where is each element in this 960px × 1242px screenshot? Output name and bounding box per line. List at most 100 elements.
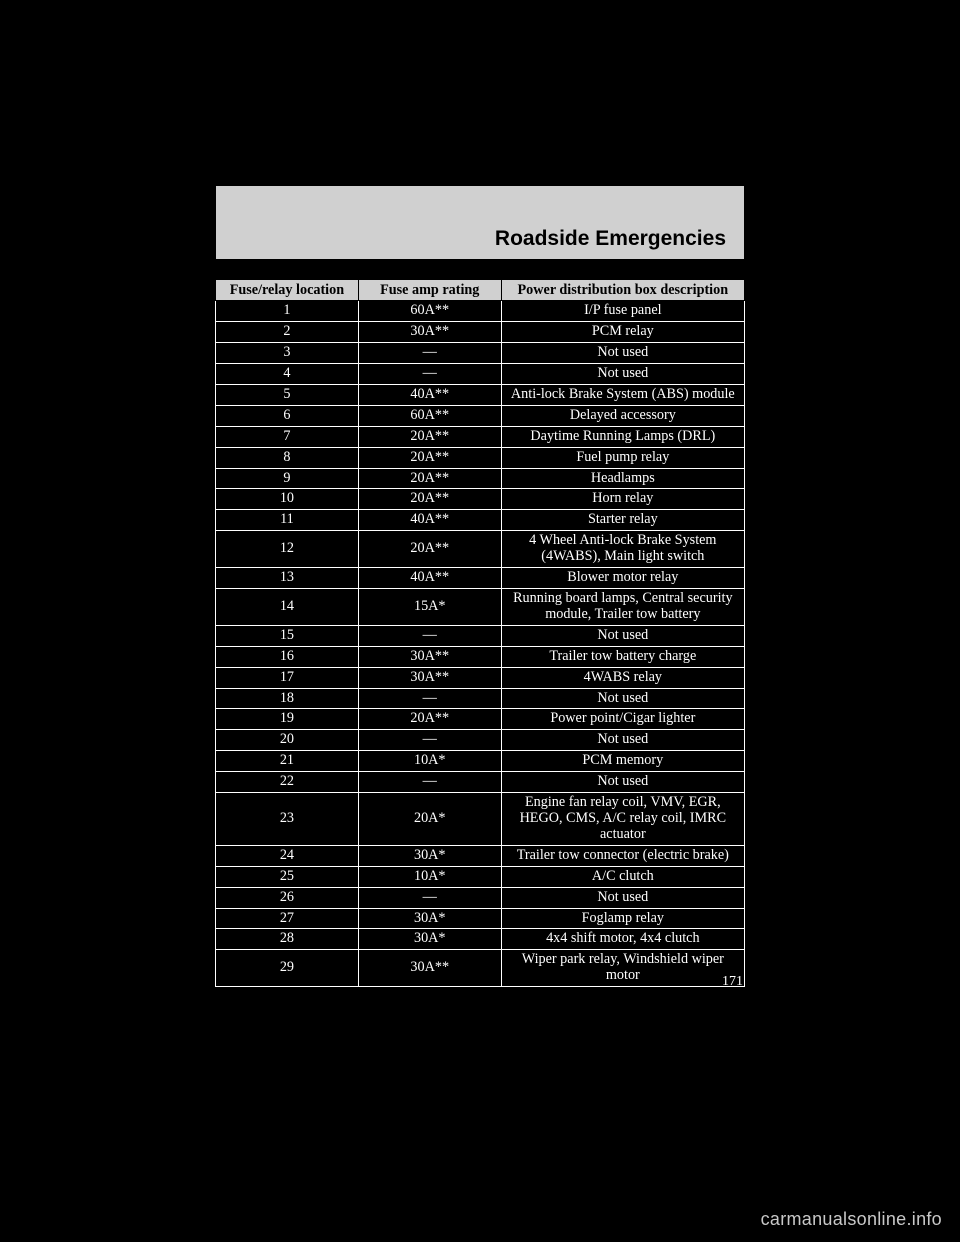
- cell-desc: PCM memory: [501, 751, 744, 772]
- table-row: 20—Not used: [216, 730, 745, 751]
- cell-location: 6: [216, 405, 359, 426]
- cell-location: 2: [216, 322, 359, 343]
- cell-desc: Anti-lock Brake System (ABS) module: [501, 384, 744, 405]
- cell-location: 22: [216, 772, 359, 793]
- cell-location: 23: [216, 793, 359, 846]
- cell-location: 11: [216, 510, 359, 531]
- table-row: 18—Not used: [216, 688, 745, 709]
- cell-amp: 30A*: [358, 845, 501, 866]
- cell-amp: 30A**: [358, 950, 501, 987]
- cell-location: 4: [216, 364, 359, 385]
- table-row: 1140A**Starter relay: [216, 510, 745, 531]
- table-row: 2730A*Foglamp relay: [216, 908, 745, 929]
- cell-desc: Not used: [501, 730, 744, 751]
- page-number: 171: [722, 974, 743, 990]
- table-row: 1415A*Running board lamps, Central secur…: [216, 589, 745, 626]
- cell-location: 24: [216, 845, 359, 866]
- cell-desc: Engine fan relay coil, VMV, EGR, HEGO, C…: [501, 793, 744, 846]
- cell-amp: —: [358, 887, 501, 908]
- section-header: Roadside Emergencies: [215, 185, 745, 260]
- header-desc: Power distribution box description: [501, 280, 744, 301]
- cell-location: 14: [216, 589, 359, 626]
- cell-location: 28: [216, 929, 359, 950]
- table-row: 720A**Daytime Running Lamps (DRL): [216, 426, 745, 447]
- cell-amp: 40A**: [358, 568, 501, 589]
- cell-desc: Not used: [501, 364, 744, 385]
- cell-amp: 20A**: [358, 531, 501, 568]
- cell-location: 26: [216, 887, 359, 908]
- cell-desc: Daytime Running Lamps (DRL): [501, 426, 744, 447]
- header-amp: Fuse amp rating: [358, 280, 501, 301]
- cell-location: 20: [216, 730, 359, 751]
- cell-desc: Blower motor relay: [501, 568, 744, 589]
- cell-amp: —: [358, 688, 501, 709]
- table-row: 2930A**Wiper park relay, Windshield wipe…: [216, 950, 745, 987]
- table-row: 820A**Fuel pump relay: [216, 447, 745, 468]
- cell-amp: 30A*: [358, 929, 501, 950]
- cell-amp: 40A**: [358, 384, 501, 405]
- cell-desc: A/C clutch: [501, 866, 744, 887]
- cell-amp: 20A**: [358, 709, 501, 730]
- table-row: 2830A*4x4 shift motor, 4x4 clutch: [216, 929, 745, 950]
- cell-amp: 60A**: [358, 301, 501, 322]
- cell-desc: Starter relay: [501, 510, 744, 531]
- cell-amp: —: [358, 343, 501, 364]
- cell-location: 9: [216, 468, 359, 489]
- watermark: carmanualsonline.info: [761, 1209, 942, 1230]
- cell-location: 16: [216, 646, 359, 667]
- table-row: 15—Not used: [216, 625, 745, 646]
- cell-desc: Foglamp relay: [501, 908, 744, 929]
- table-row: 920A**Headlamps: [216, 468, 745, 489]
- table-row: 2320A*Engine fan relay coil, VMV, EGR, H…: [216, 793, 745, 846]
- cell-desc: Not used: [501, 772, 744, 793]
- cell-desc: Horn relay: [501, 489, 744, 510]
- table-row: 26—Not used: [216, 887, 745, 908]
- cell-location: 19: [216, 709, 359, 730]
- cell-amp: 10A*: [358, 751, 501, 772]
- cell-amp: 20A**: [358, 468, 501, 489]
- table-row: 2430A*Trailer tow connector (electric br…: [216, 845, 745, 866]
- cell-desc: Not used: [501, 343, 744, 364]
- table-row: 660A**Delayed accessory: [216, 405, 745, 426]
- cell-location: 13: [216, 568, 359, 589]
- cell-amp: 10A*: [358, 866, 501, 887]
- cell-desc: Trailer tow battery charge: [501, 646, 744, 667]
- cell-location: 7: [216, 426, 359, 447]
- table-row: 4—Not used: [216, 364, 745, 385]
- cell-location: 5: [216, 384, 359, 405]
- cell-amp: —: [358, 772, 501, 793]
- cell-desc: Headlamps: [501, 468, 744, 489]
- table-row: 1730A**4WABS relay: [216, 667, 745, 688]
- cell-location: 18: [216, 688, 359, 709]
- table-row: 230A**PCM relay: [216, 322, 745, 343]
- cell-amp: 30A*: [358, 908, 501, 929]
- cell-desc: I/P fuse panel: [501, 301, 744, 322]
- cell-desc: 4x4 shift motor, 4x4 clutch: [501, 929, 744, 950]
- table-row: 22—Not used: [216, 772, 745, 793]
- cell-location: 27: [216, 908, 359, 929]
- table-row: 1220A**4 Wheel Anti-lock Brake System (4…: [216, 531, 745, 568]
- cell-location: 25: [216, 866, 359, 887]
- cell-desc: Trailer tow connector (electric brake): [501, 845, 744, 866]
- cell-desc: Fuel pump relay: [501, 447, 744, 468]
- cell-amp: 30A**: [358, 667, 501, 688]
- table-header-row: Fuse/relay location Fuse amp rating Powe…: [216, 280, 745, 301]
- table-row: 540A**Anti-lock Brake System (ABS) modul…: [216, 384, 745, 405]
- cell-desc: Wiper park relay, Windshield wiper motor: [501, 950, 744, 987]
- table-row: 1020A**Horn relay: [216, 489, 745, 510]
- table-row: 2110A*PCM memory: [216, 751, 745, 772]
- table-row: 1340A**Blower motor relay: [216, 568, 745, 589]
- cell-location: 15: [216, 625, 359, 646]
- table-row: 160A**I/P fuse panel: [216, 301, 745, 322]
- fuse-table: Fuse/relay location Fuse amp rating Powe…: [215, 279, 745, 987]
- cell-amp: 20A**: [358, 447, 501, 468]
- cell-desc: Not used: [501, 688, 744, 709]
- cell-desc: Power point/Cigar lighter: [501, 709, 744, 730]
- cell-location: 12: [216, 531, 359, 568]
- cell-location: 8: [216, 447, 359, 468]
- cell-location: 1: [216, 301, 359, 322]
- cell-amp: —: [358, 364, 501, 385]
- cell-amp: —: [358, 625, 501, 646]
- cell-amp: 60A**: [358, 405, 501, 426]
- cell-desc: Not used: [501, 625, 744, 646]
